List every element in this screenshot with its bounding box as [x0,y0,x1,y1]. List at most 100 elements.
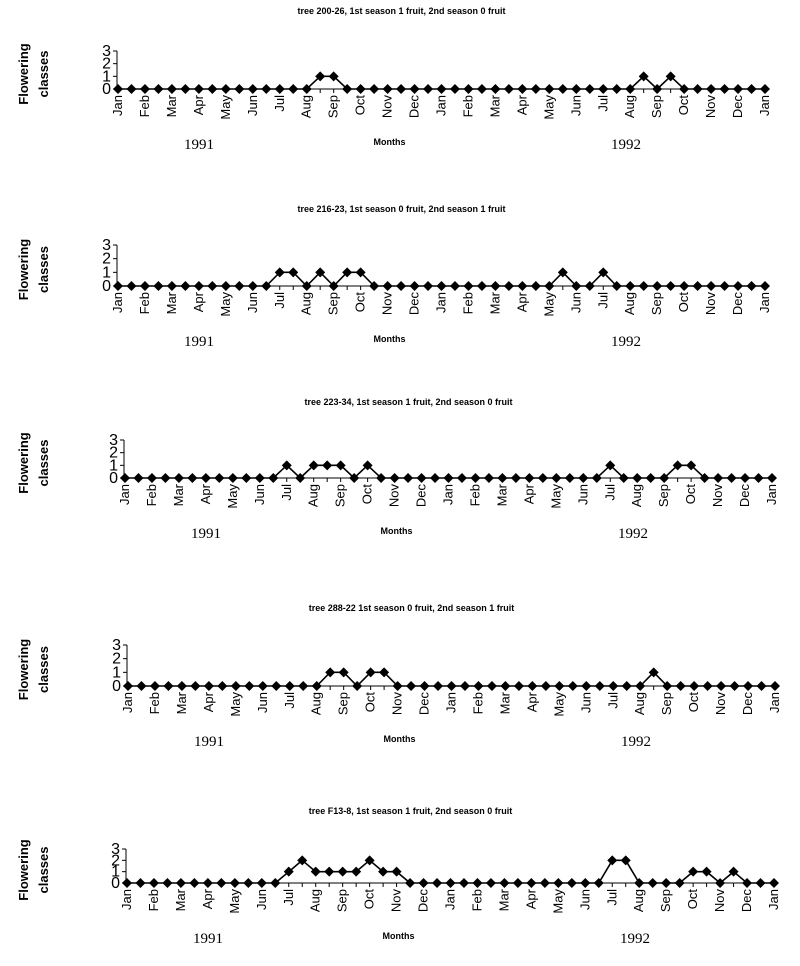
data-point [756,681,767,691]
data-point [364,855,375,866]
data-point [247,281,258,291]
x-tick-label: Jun [568,292,583,313]
data-point [166,84,177,94]
chart-panel: tree 216-23, 1st season 0 fruit, 2nd sea… [16,204,772,350]
data-point [149,681,160,691]
x-tick-label: May [551,692,566,717]
data-point [770,681,780,691]
chart-title: tree 288-22 1st season 0 fruit, 2nd seas… [309,603,515,613]
x-tick-label: Aug [299,95,314,118]
data-point [443,473,454,483]
data-point [310,866,321,877]
y-axis-label-line: Flowering [16,43,31,104]
data-point [160,473,171,483]
chart-title: tree 200-26, 1st season 1 fruit, 2nd sea… [297,6,505,16]
year-label: 1991 [184,137,214,153]
data-point [193,84,204,94]
data-point [234,84,245,94]
data-point [526,878,537,888]
data-point [315,71,326,82]
x-tick-label: Dec [416,889,431,913]
data-point [234,281,245,291]
data-point [403,473,414,483]
x-tick-label: Oct [686,692,701,713]
data-point [699,473,710,483]
x-tick-label: Aug [632,692,647,715]
data-point [190,681,201,691]
data-point [297,855,308,866]
data-point [665,281,676,291]
year-label: 1992 [620,931,650,947]
data-point [553,878,564,888]
y-tick-label: 1 [102,68,111,85]
x-tick-label: Jun [245,95,260,116]
data-point [607,855,618,866]
data-point [557,267,568,278]
data-point [301,281,312,291]
data-point [362,460,373,471]
data-point [621,681,632,691]
data-point [369,281,380,291]
data-point [288,267,299,278]
x-tick-label: Jan [119,889,134,910]
chart-title: tree 216-23, 1st season 0 fruit, 2nd sea… [297,204,505,214]
data-point [497,473,508,483]
data-point [611,84,622,94]
data-point [325,667,336,678]
y-axis-label: Flowering classes [16,239,51,300]
x-tick-label: Oct [360,484,375,505]
data-point [148,878,159,888]
x-tick-label: Nov [703,95,718,119]
data-point [378,866,389,877]
chart-title: tree F13-8, 1st season 1 fruit, 2nd seas… [309,806,513,816]
data-point [338,667,349,678]
data-point [625,84,636,94]
data-point [701,866,712,877]
data-point [166,281,177,291]
data-point [449,281,460,291]
x-tick-label: Nov [710,484,725,508]
data-point [298,681,309,691]
data-point [200,473,211,483]
year-label: 1992 [621,734,651,750]
x-tick-label: Dec [417,692,432,716]
data-point [214,473,225,483]
x-tick-label: Jan [443,889,458,910]
data-point [715,878,726,888]
x-tick-label: May [541,292,556,317]
x-tick-label: Mar [494,483,509,506]
data-point [581,681,592,691]
year-label: 1992 [611,137,641,153]
data-point [136,681,147,691]
x-tick-label: Jan [757,95,772,116]
x-tick-label: Apr [524,691,539,712]
y-tick-label: 2 [102,251,111,268]
x-tick-label: Mar [164,94,179,117]
x-tick-label: May [225,484,240,509]
data-point [743,681,754,691]
data-point [483,473,494,483]
data-point [187,473,198,483]
data-point [661,878,672,888]
y-tick-label: 0 [109,470,118,487]
data-point [207,84,218,94]
data-point [652,281,663,291]
data-point [126,281,137,291]
data-point [207,281,218,291]
x-tick-label: Jan [441,484,456,505]
data-point [163,681,174,691]
data-point [499,878,510,888]
data-point [153,84,164,94]
data-point [220,84,231,94]
data-point [392,681,403,691]
data-point [605,460,616,471]
y-tick-label: 0 [102,278,111,295]
data-point [459,681,470,691]
data-point [113,84,123,94]
chart-panel: tree 200-26, 1st season 1 fruit, 2nd sea… [16,6,772,153]
x-tick-label: Dec [407,95,422,119]
y-axis-label-line: Flowering [16,432,31,493]
x-tick-label: May [218,95,233,120]
x-tick-label: Aug [629,484,644,507]
data-point [419,681,430,691]
